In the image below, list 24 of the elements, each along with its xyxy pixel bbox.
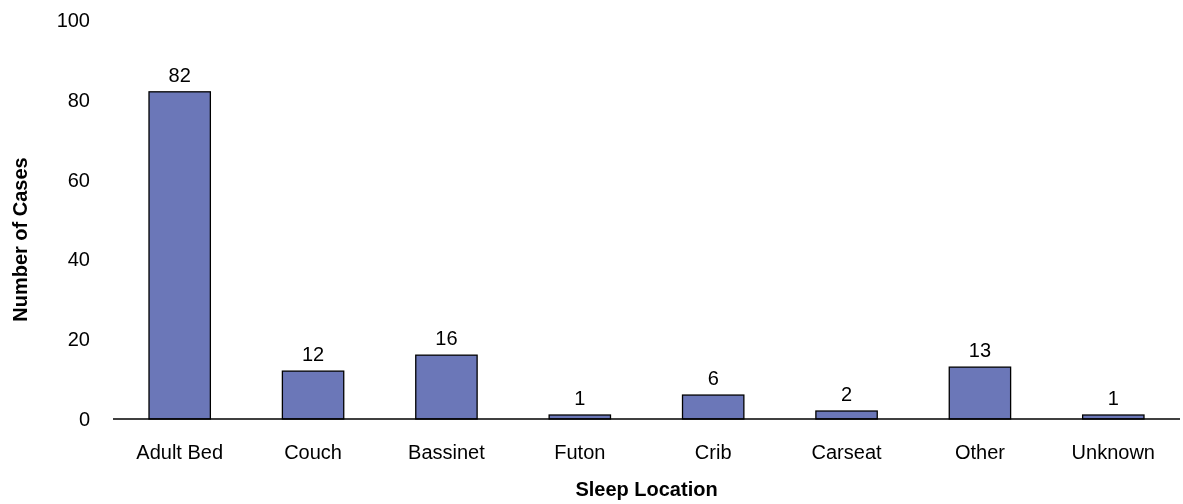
data-label: 82 bbox=[168, 63, 191, 86]
x-tick-label: Unknown bbox=[1071, 441, 1156, 463]
y-tick-label: 80 bbox=[67, 88, 90, 111]
x-tick-label: Carseat bbox=[811, 441, 883, 463]
y-tick-label: 60 bbox=[67, 168, 90, 191]
x-axis-title: Sleep Location bbox=[575, 478, 718, 500]
x-tick-label: Other bbox=[954, 441, 1006, 463]
data-label: 1 bbox=[1107, 387, 1119, 410]
x-tick-label: Couch bbox=[284, 441, 342, 463]
y-tick-label: 40 bbox=[67, 248, 90, 271]
y-tick-label: 0 bbox=[78, 408, 90, 430]
data-label: 6 bbox=[707, 367, 719, 390]
y-tick-label: 20 bbox=[67, 328, 90, 351]
data-label: 2 bbox=[841, 383, 853, 406]
x-tick-label: Adult Bed bbox=[136, 441, 224, 463]
x-tick-label: Futon bbox=[554, 441, 606, 463]
y-axis-title: Number of Cases bbox=[9, 157, 31, 322]
data-label: 1 bbox=[574, 387, 586, 410]
x-tick-label: Crib bbox=[694, 441, 732, 463]
x-tick-label: Bassinet bbox=[408, 441, 486, 463]
data-label: 13 bbox=[968, 339, 992, 362]
data-label: 12 bbox=[301, 343, 325, 366]
y-tick-label: 100 bbox=[56, 9, 90, 31]
data-label: 16 bbox=[435, 327, 458, 350]
